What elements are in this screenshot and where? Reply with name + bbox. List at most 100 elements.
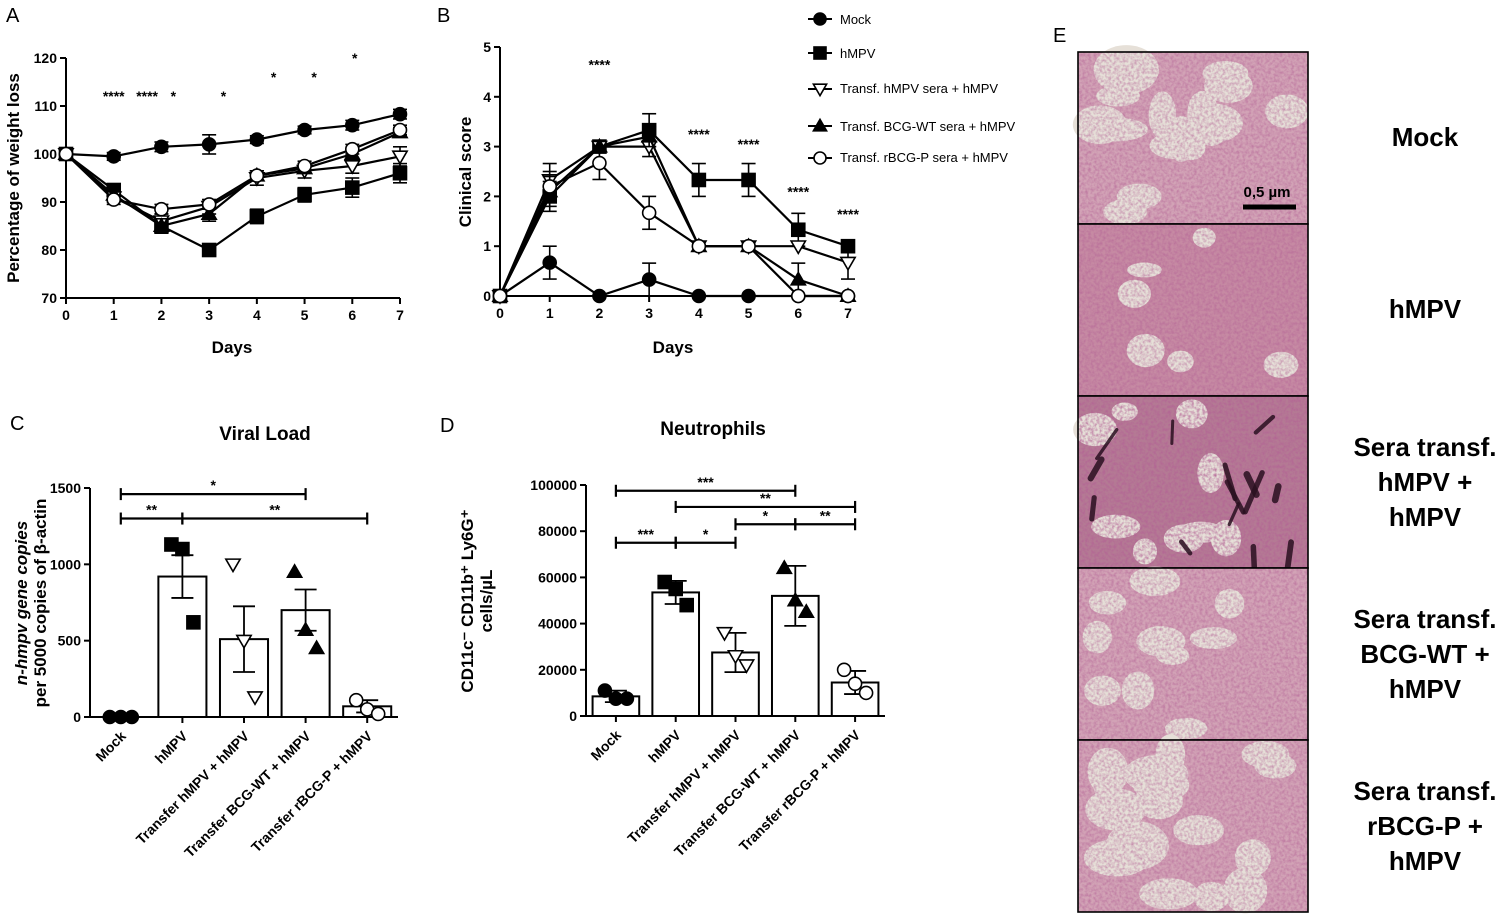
chart-b-significance-label: **** [738, 136, 760, 152]
chart-b-y-tick-label: 3 [483, 139, 491, 155]
chart-b-point [790, 222, 806, 238]
chart-c-point [370, 706, 386, 722]
chart-d-ylabel-line2: cells/µL [477, 570, 496, 633]
chart-a-point [344, 117, 360, 133]
chart-b-x-tick-label: 1 [546, 305, 554, 321]
chart-d-point [737, 659, 756, 674]
chart-a-y-tick-label: 110 [34, 98, 57, 114]
chart-b-point [789, 270, 807, 286]
chart-a-x-tick-label: 5 [301, 307, 309, 323]
chart-d-category-label: hMPV [645, 726, 684, 765]
histology-panel-4 [1077, 734, 1309, 914]
chart-a-y-tick-label: 120 [34, 50, 58, 66]
chart-d-significance-label: * [763, 507, 769, 523]
chart-c-category-label: hMPV [152, 727, 191, 766]
chart-d-point [786, 591, 804, 607]
histology-panel-1 [1077, 223, 1309, 397]
legend-transf-rbcg-p: Transf. rBCG-P sera + hMPV [840, 150, 1008, 165]
chart-a-point [249, 132, 265, 147]
chart-a-x-tick-label: 3 [205, 307, 213, 323]
dark-infiltrate [1095, 428, 1119, 461]
chart-d-category-label: Transfer rBCG-P + hMPV [736, 726, 864, 854]
chart-a-point [201, 137, 217, 152]
chart-a-significance-label: * [311, 69, 317, 85]
chart-d-point [679, 597, 695, 613]
chart-c-ylabel-line1: n-hmpv gene copies [12, 521, 31, 685]
chart-c-significance-label: ** [146, 502, 157, 518]
chart-d-significance-label: ** [760, 490, 771, 506]
chart-d-category-label: Transfer hMPV + hMPV [624, 726, 744, 846]
chart-a-point [200, 205, 218, 220]
chart-b-point [542, 179, 558, 194]
chart-b-series-1 [492, 112, 856, 304]
chart-d-y-tick-label: 0 [569, 708, 577, 724]
chart-b-x-tick-label: 5 [745, 305, 753, 321]
chart-a-x-tick-label: 0 [62, 307, 70, 323]
chart-b-series-4 [492, 145, 856, 304]
panel-letter-e: E [1053, 25, 1066, 47]
chart-d-significance-label: *** [638, 526, 655, 542]
chart-c-point [348, 692, 364, 708]
chart-c-category-label: Transfer hMPV + hMPV [133, 727, 253, 847]
chart-c-category-label: Transfer rBCG-P + hMPV [248, 727, 376, 855]
histology-label-line: Sera transf. [1353, 432, 1495, 462]
chart-b-point [741, 288, 756, 304]
chart-b-series-line [498, 161, 848, 298]
legend-marker [812, 117, 828, 132]
chart-d-point [797, 603, 815, 619]
chart-a-point [344, 141, 360, 157]
histology-panel-0 [1072, 45, 1309, 225]
chart-d-category-label: Transfer BCG-WT + hMPV [671, 726, 804, 859]
legend-marker [813, 12, 827, 26]
chart-b-point [641, 272, 657, 287]
histology-panels: Mock hMPV Sera transf. hMPV + hMPV Sera trans… [1072, 45, 1495, 914]
chart-c-category-label: Mock [92, 728, 129, 765]
chart-a-point [344, 180, 360, 195]
chart-a-significance-label: * [171, 88, 177, 104]
chart-b-y-tick-label: 1 [483, 238, 491, 254]
chart-d-bar [651, 591, 701, 717]
chart-b-significance-label: **** [688, 126, 710, 142]
dark-infiltrate [1087, 456, 1105, 482]
chart-c-point [186, 615, 201, 630]
chart-b-xlabel: Days [653, 338, 694, 357]
histology-label-line: Mock [1392, 122, 1459, 152]
chart-b-y-tick-label: 4 [483, 89, 491, 105]
chart-d-y-tick-label: 100000 [530, 477, 577, 493]
chart-b-series-line [499, 135, 849, 298]
chart-d-point [775, 559, 793, 575]
chart-a-significance-label: **** [136, 88, 158, 104]
chart-a-y-tick-label: 100 [34, 146, 58, 162]
chart-a-y-tick-label: 70 [41, 290, 57, 306]
chart-d-y-tick-label: 40000 [538, 616, 577, 632]
chart-b-point [492, 288, 508, 304]
chart-c-point [175, 541, 190, 557]
chart-c-point [235, 634, 253, 650]
chart-c-significance-label: * [210, 477, 216, 493]
chart-c-bar [157, 575, 208, 719]
legend-mock: Mock [840, 12, 872, 27]
chart-a-point [106, 149, 122, 164]
histology-label-line: rBCG-P + [1367, 811, 1483, 841]
chart-d-significance-label: ** [820, 507, 831, 523]
panel-letter-b: B [437, 5, 450, 27]
chart-c-point [308, 639, 326, 655]
chart-a-point [343, 160, 361, 175]
chart-a-x-tick-label: 2 [158, 307, 166, 323]
chart-c-point [224, 558, 242, 574]
chart-b-significance-label: **** [837, 206, 859, 222]
chart-b-significance-label: **** [589, 56, 611, 72]
chart-b-ylabel: Clinical score [456, 117, 475, 228]
chart-a-point [249, 209, 265, 224]
chart-b-point [691, 288, 707, 304]
histology-panel-2 [1073, 395, 1309, 590]
chart-d-point [836, 662, 852, 678]
chart-a-point [297, 158, 312, 174]
chart-b-series-line [498, 145, 849, 297]
chart-a-y-tick-label: 90 [41, 194, 57, 210]
chart-a-x-tick-label: 6 [348, 307, 356, 323]
chart-a-point [154, 139, 169, 155]
chart-d-significance-label: * [703, 526, 709, 542]
